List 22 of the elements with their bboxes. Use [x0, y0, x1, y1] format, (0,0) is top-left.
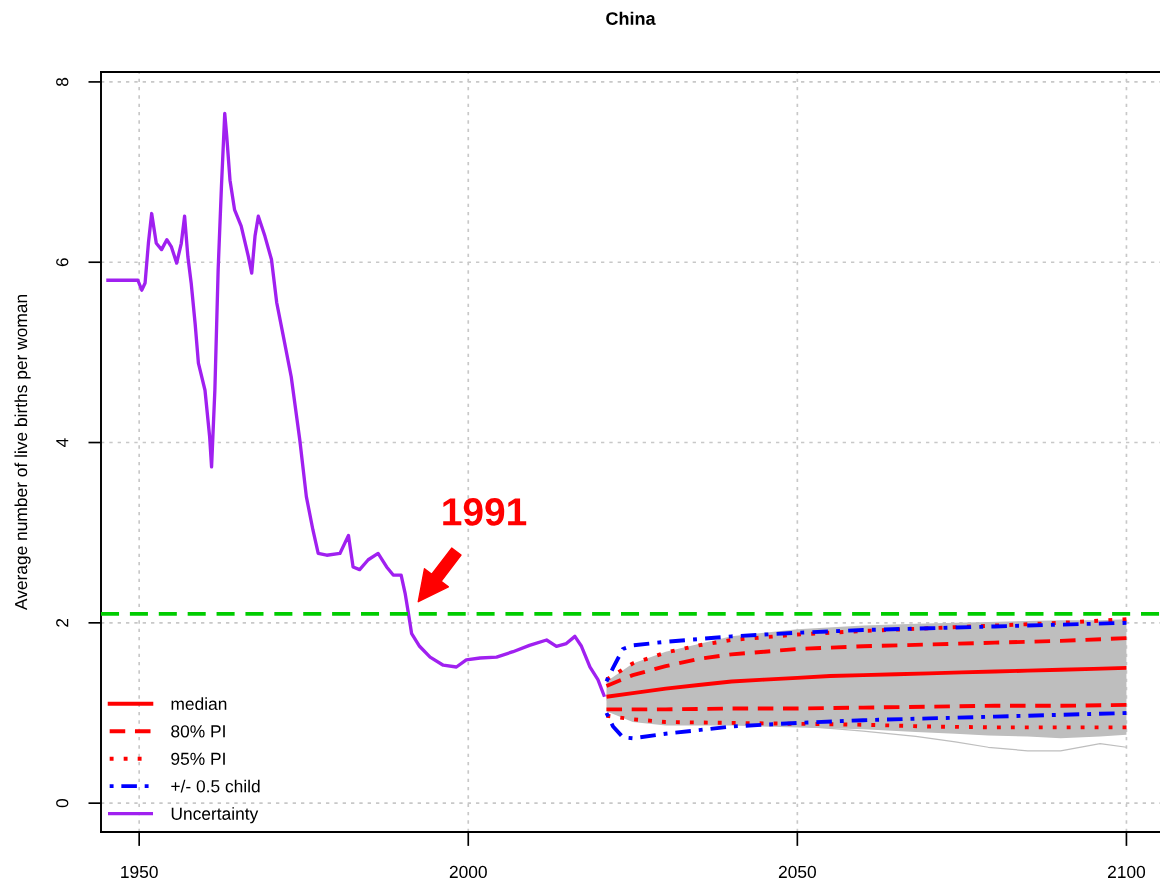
legend-label: +/- 0.5 child [171, 779, 260, 793]
x-tick-label: 2000 [449, 865, 487, 879]
y-tick-label: 4 [56, 438, 69, 447]
line-series [604, 711, 1129, 741]
y-tick-label: 0 [56, 799, 69, 808]
legend-label: Uncertainty [171, 807, 259, 824]
line-series [604, 713, 1129, 730]
legend-label: median [171, 697, 227, 711]
chart-title: China [606, 11, 656, 25]
legend-label: 80% PI [171, 725, 225, 738]
annotation: 1991 [443, 498, 527, 526]
x-tick-label: 2100 [1108, 865, 1146, 879]
x-tick-label: 2050 [778, 865, 816, 879]
legend-label: 95% PI [171, 752, 225, 765]
y-tick-label: 2 [56, 618, 69, 627]
y-tick-label: 6 [56, 258, 69, 267]
x-tick-label: 1950 [121, 865, 158, 879]
line-series [104, 111, 607, 699]
line-series [604, 665, 1129, 699]
y-tick-label: 8 [56, 77, 69, 86]
line-series [604, 636, 1129, 688]
y-axis-title: Average number of live births per woman [14, 295, 31, 611]
